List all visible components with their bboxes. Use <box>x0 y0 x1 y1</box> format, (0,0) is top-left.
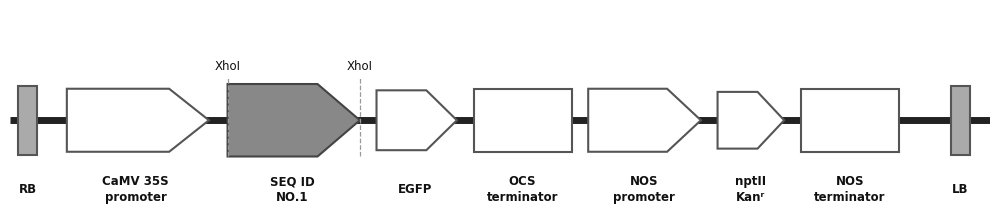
Text: promoter: promoter <box>105 191 166 204</box>
Text: NOS: NOS <box>630 175 658 188</box>
Text: Kanʳ: Kanʳ <box>736 191 766 204</box>
Text: NOS: NOS <box>836 175 864 188</box>
Polygon shape <box>67 89 209 152</box>
Text: CaMV 35S: CaMV 35S <box>102 175 169 188</box>
Text: SEQ ID: SEQ ID <box>270 175 315 188</box>
Bar <box>951 86 970 155</box>
Text: OCS: OCS <box>509 175 536 188</box>
Text: terminator: terminator <box>487 191 558 204</box>
Text: XhoI: XhoI <box>215 60 241 73</box>
Text: XhoI: XhoI <box>347 60 373 73</box>
Text: terminator: terminator <box>814 191 886 204</box>
Bar <box>474 89 572 152</box>
Text: nptII: nptII <box>735 175 766 188</box>
Text: NO.1: NO.1 <box>276 191 308 204</box>
Text: RB: RB <box>19 183 37 196</box>
Bar <box>801 89 899 152</box>
Polygon shape <box>588 89 701 152</box>
Polygon shape <box>228 84 360 157</box>
Polygon shape <box>377 90 457 150</box>
Text: EGFP: EGFP <box>398 183 432 196</box>
Text: promoter: promoter <box>613 191 675 204</box>
Text: LB: LB <box>952 183 969 196</box>
Polygon shape <box>718 92 784 149</box>
Bar <box>18 86 37 155</box>
